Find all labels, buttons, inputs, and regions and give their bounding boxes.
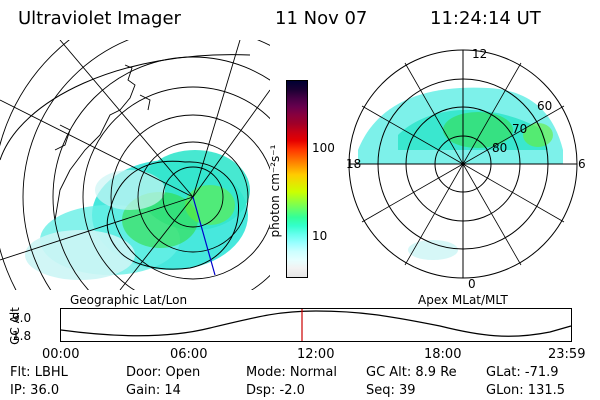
altitude-plot	[60, 308, 572, 342]
mlat-label-60: 60	[537, 99, 553, 113]
status-seq: Seq: 39	[366, 383, 416, 398]
x-tick-1200: 12:00	[297, 347, 335, 362]
status-door: Door: Open	[126, 365, 201, 380]
status-glon: GLon: 131.5	[486, 383, 566, 398]
mlt-label-6: 6	[578, 157, 586, 171]
altitude-ylabel: GC Alt	[8, 307, 22, 345]
x-tick-0600: 06:00	[170, 347, 208, 362]
colorbar-tick-100: 100	[312, 141, 335, 155]
status-dsp: Dsp: -2.0	[246, 383, 305, 398]
colorbar-tick-10: 10	[312, 229, 328, 243]
status-ip: IP: 36.0	[10, 383, 60, 398]
geographic-map	[0, 40, 270, 290]
color-bar	[286, 80, 308, 278]
mlt-label-0: 0	[468, 277, 476, 291]
mlat-label-70: 70	[512, 122, 528, 136]
instrument-title: Ultraviolet Imager	[18, 8, 181, 29]
altitude-tick-9: 9.0	[12, 311, 32, 325]
status-flt: Flt: LBHL	[10, 365, 68, 380]
date-label: 11 Nov 07	[275, 8, 368, 29]
colorbar-unit-label: photon cm⁻²s⁻¹	[268, 144, 282, 238]
status-glat: GLat: -71.9	[486, 365, 559, 380]
mlt-label-12: 12	[472, 47, 488, 61]
x-tick-2359: 23:59	[548, 347, 586, 362]
mlt-spokes	[361, 62, 565, 266]
mlat-label-80: 80	[492, 141, 508, 155]
status-gc-alt: GC Alt: 8.9 Re	[366, 365, 457, 380]
right-map-label: Apex MLat/MLT	[418, 293, 508, 307]
altitude-tick-1-8: 1.8	[12, 329, 32, 343]
mlt-label-18: 18	[346, 157, 362, 171]
time-label: 11:24:14 UT	[430, 8, 541, 29]
apex-polar-map	[348, 49, 578, 279]
x-tick-1800: 18:00	[424, 347, 462, 362]
left-map-label: Geographic Lat/Lon	[70, 293, 188, 307]
x-tick-0000: 00:00	[42, 347, 80, 362]
status-gain: Gain: 14	[126, 383, 181, 398]
status-mode: Mode: Normal	[246, 365, 337, 380]
